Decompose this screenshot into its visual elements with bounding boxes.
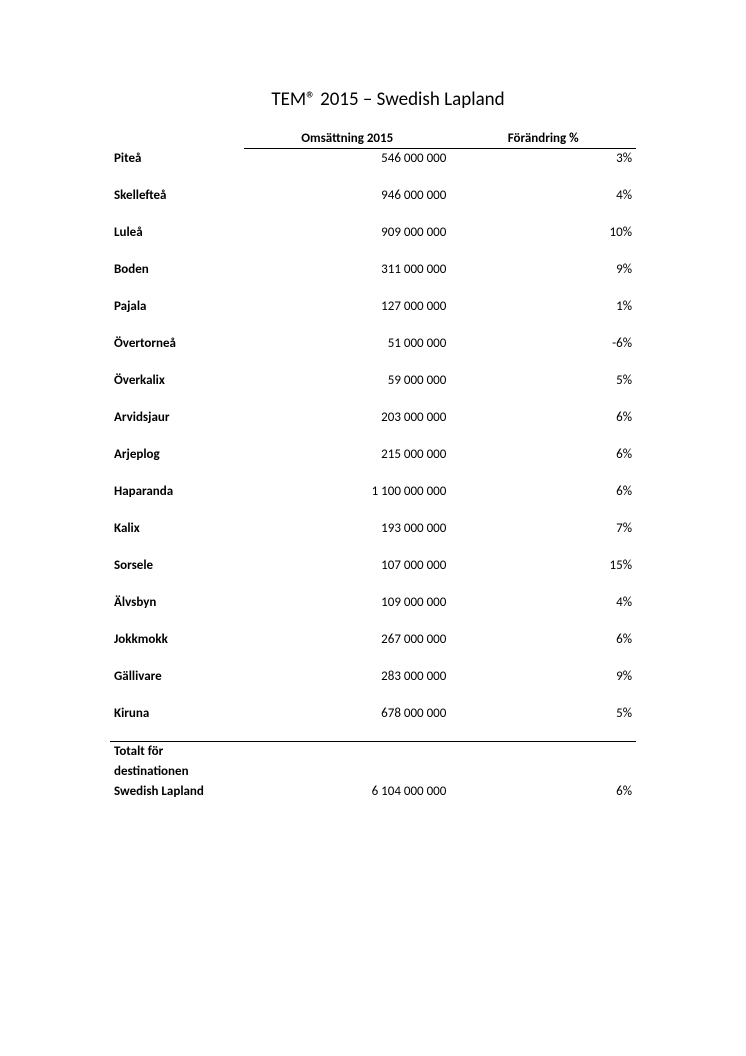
table-row: Pajala127 000 0001% — [110, 297, 636, 316]
row-oms: 283 000 000 — [244, 667, 450, 686]
row-label: Jokkmokk — [110, 630, 244, 649]
page-title: TEM® 2015 – Swedish Lapland — [140, 88, 636, 111]
row-change: 7% — [450, 519, 636, 538]
row-spacer — [110, 649, 636, 667]
row-oms: 193 000 000 — [244, 519, 450, 538]
row-change: 1% — [450, 297, 636, 316]
row-label: Luleå — [110, 223, 244, 242]
row-change: 4% — [450, 593, 636, 612]
row-label: Boden — [110, 260, 244, 279]
row-spacer — [110, 242, 636, 260]
row-oms: 546 000 000 — [244, 149, 450, 169]
row-change: 6% — [450, 482, 636, 501]
row-oms: 107 000 000 — [244, 556, 450, 575]
row-oms: 127 000 000 — [244, 297, 450, 316]
table-row: Boden311 000 0009% — [110, 260, 636, 279]
row-spacer — [110, 575, 636, 593]
total-row-2: destinationen — [110, 762, 636, 782]
table-row: Sorsele107 000 00015% — [110, 556, 636, 575]
row-spacer — [110, 205, 636, 223]
table-row: Kiruna678 000 0005% — [110, 704, 636, 723]
total-row-3: Swedish Lapland6 104 000 0006% — [110, 782, 636, 802]
row-spacer — [110, 316, 636, 334]
table-row: Skellefteå946 000 0004% — [110, 186, 636, 205]
row-oms: 215 000 000 — [244, 445, 450, 464]
table-row: Älvsbyn109 000 0004% — [110, 593, 636, 612]
row-spacer — [110, 464, 636, 482]
row-change: 6% — [450, 445, 636, 464]
row-spacer — [110, 390, 636, 408]
row-spacer — [110, 686, 636, 704]
row-oms: 678 000 000 — [244, 704, 450, 723]
row-label: Piteå — [110, 149, 244, 169]
col-header-oms: Omsättning 2015 — [244, 129, 450, 149]
row-change: 6% — [450, 630, 636, 649]
row-label: Övertorneå — [110, 334, 244, 353]
total-label-1: Totalt för — [110, 742, 244, 762]
row-oms: 946 000 000 — [244, 186, 450, 205]
row-oms: 311 000 000 — [244, 260, 450, 279]
row-label: Sorsele — [110, 556, 244, 575]
table-row: Luleå909 000 00010% — [110, 223, 636, 242]
row-change: -6% — [450, 334, 636, 353]
row-change: 5% — [450, 371, 636, 390]
col-header-empty — [110, 129, 244, 149]
row-label: Skellefteå — [110, 186, 244, 205]
total-row-1: Totalt för — [110, 742, 636, 762]
row-spacer — [110, 538, 636, 556]
total-oms: 6 104 000 000 — [244, 782, 450, 802]
row-oms: 1 100 000 000 — [244, 482, 450, 501]
total-label-3: Swedish Lapland — [110, 782, 244, 802]
col-header-change: Förändring % — [450, 129, 636, 149]
table-row: Haparanda1 100 000 0006% — [110, 482, 636, 501]
row-oms: 51 000 000 — [244, 334, 450, 353]
row-label: Kalix — [110, 519, 244, 538]
total-change: 6% — [450, 782, 636, 802]
row-spacer — [110, 427, 636, 445]
row-label: Haparanda — [110, 482, 244, 501]
row-label: Överkalix — [110, 371, 244, 390]
data-table: Omsättning 2015 Förändring % Piteå546 00… — [110, 129, 636, 802]
row-oms: 109 000 000 — [244, 593, 450, 612]
row-change: 6% — [450, 408, 636, 427]
row-change: 15% — [450, 556, 636, 575]
row-spacer — [110, 279, 636, 297]
table-header-row: Omsättning 2015 Förändring % — [110, 129, 636, 149]
row-spacer — [110, 168, 636, 186]
row-change: 5% — [450, 704, 636, 723]
row-oms: 909 000 000 — [244, 223, 450, 242]
row-label: Arvidsjaur — [110, 408, 244, 427]
row-change: 10% — [450, 223, 636, 242]
row-label: Gällivare — [110, 667, 244, 686]
row-oms: 203 000 000 — [244, 408, 450, 427]
row-change: 9% — [450, 667, 636, 686]
row-spacer — [110, 612, 636, 630]
row-spacer — [110, 353, 636, 371]
row-label: Arjeplog — [110, 445, 244, 464]
row-label: Älvsbyn — [110, 593, 244, 612]
row-label: Pajala — [110, 297, 244, 316]
row-spacer — [110, 501, 636, 519]
table-row: Gällivare283 000 0009% — [110, 667, 636, 686]
row-label: Kiruna — [110, 704, 244, 723]
table-row: Kalix193 000 0007% — [110, 519, 636, 538]
row-oms: 267 000 000 — [244, 630, 450, 649]
table-row: Jokkmokk267 000 0006% — [110, 630, 636, 649]
row-spacer — [110, 723, 636, 741]
table-row: Övertorneå51 000 000-6% — [110, 334, 636, 353]
row-change: 3% — [450, 149, 636, 169]
total-label-2: destinationen — [110, 762, 244, 782]
table-row: Överkalix59 000 0005% — [110, 371, 636, 390]
table-row: Piteå546 000 0003% — [110, 149, 636, 169]
row-change: 4% — [450, 186, 636, 205]
row-change: 9% — [450, 260, 636, 279]
row-oms: 59 000 000 — [244, 371, 450, 390]
table-row: Arvidsjaur203 000 0006% — [110, 408, 636, 427]
table-row: Arjeplog215 000 0006% — [110, 445, 636, 464]
